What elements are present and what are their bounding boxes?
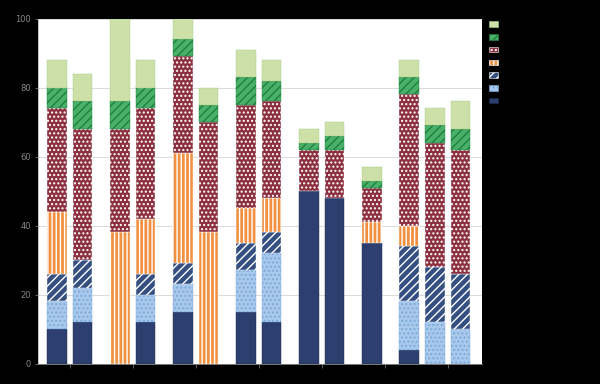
Bar (262, 253, 281, 322)
Bar (299, 191, 319, 364)
Bar (236, 105, 256, 208)
Bar (199, 122, 218, 232)
Bar (47, 88, 67, 108)
Bar (400, 60, 419, 77)
Bar (136, 274, 155, 295)
Bar (325, 198, 344, 364)
Bar (73, 101, 92, 129)
Bar (47, 212, 67, 274)
Bar (47, 60, 67, 88)
Bar (262, 60, 281, 81)
Bar (451, 329, 470, 364)
Bar (400, 350, 419, 364)
Bar (262, 81, 281, 101)
Bar (362, 167, 382, 180)
Bar (299, 143, 319, 150)
Bar (425, 322, 445, 364)
Bar (362, 222, 382, 243)
Bar (173, 284, 193, 312)
Bar (451, 101, 470, 129)
Bar (73, 260, 92, 288)
Bar (400, 77, 419, 94)
Bar (236, 208, 256, 243)
Bar (173, 153, 193, 263)
Bar (136, 60, 155, 88)
Bar (47, 108, 67, 212)
Bar (325, 122, 344, 136)
Bar (362, 243, 382, 364)
Bar (136, 218, 155, 274)
Bar (110, 101, 130, 129)
Bar (73, 322, 92, 364)
Bar (425, 143, 445, 267)
Bar (425, 267, 445, 322)
Bar (362, 187, 382, 222)
Bar (236, 243, 256, 270)
Bar (173, 263, 193, 284)
Bar (47, 329, 67, 364)
Bar (262, 232, 281, 253)
Bar (451, 274, 470, 329)
Bar (110, 129, 130, 232)
Bar (110, 232, 130, 364)
Bar (173, 56, 193, 153)
Bar (325, 150, 344, 198)
Bar (236, 50, 256, 77)
Bar (451, 150, 470, 274)
Bar (236, 77, 256, 105)
Bar (173, 312, 193, 364)
Bar (199, 88, 218, 105)
Bar (425, 126, 445, 143)
Bar (47, 274, 67, 301)
Bar (236, 312, 256, 364)
Bar (451, 129, 470, 150)
Bar (136, 108, 155, 218)
Legend: , , , , , , : , , , , , , (486, 18, 507, 107)
Bar (173, 39, 193, 56)
Bar (400, 94, 419, 225)
Bar (199, 105, 218, 122)
Bar (325, 136, 344, 150)
Bar (199, 232, 218, 364)
Bar (262, 101, 281, 198)
Bar (299, 150, 319, 191)
Bar (299, 129, 319, 143)
Bar (47, 301, 67, 329)
Bar (400, 225, 419, 246)
Bar (362, 180, 382, 187)
Bar (262, 322, 281, 364)
Bar (73, 129, 92, 260)
Bar (73, 74, 92, 101)
Bar (110, 18, 130, 101)
Bar (173, 18, 193, 39)
Bar (400, 246, 419, 301)
Bar (136, 322, 155, 364)
Bar (400, 301, 419, 350)
Bar (136, 88, 155, 108)
Bar (236, 270, 256, 312)
Bar (73, 288, 92, 322)
Bar (262, 198, 281, 232)
Bar (136, 295, 155, 322)
Bar (425, 108, 445, 126)
